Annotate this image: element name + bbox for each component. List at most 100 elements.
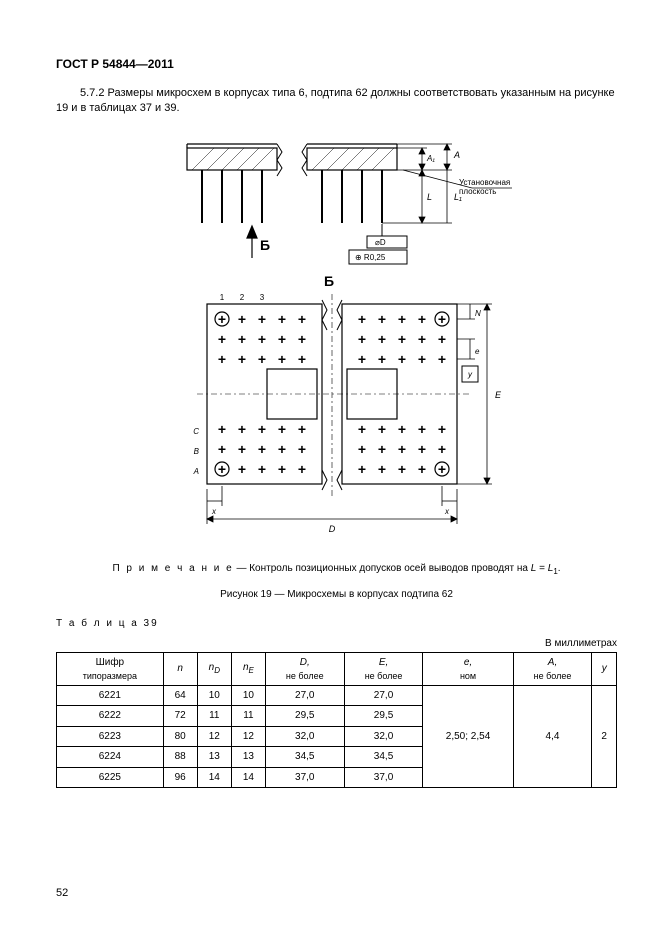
svg-text:+: + [237, 421, 245, 437]
cell: 27,0 [344, 685, 423, 706]
doc-header: ГОСТ Р 54844—2011 [56, 56, 617, 72]
note-body: — Контроль позиционных допусков осей выв… [234, 563, 531, 574]
page-number: 52 [56, 886, 68, 901]
svg-text:+: + [377, 461, 385, 477]
row-b: B [193, 447, 199, 456]
svg-text:+: + [377, 351, 385, 367]
svg-text:+: + [357, 331, 365, 347]
cell: 6223 [57, 726, 164, 747]
svg-text:+: + [257, 421, 265, 437]
svg-text:+: + [257, 441, 265, 457]
svg-text:+: + [377, 441, 385, 457]
cell: 14 [231, 767, 265, 788]
cell-y: 2 [592, 685, 617, 788]
dim-x-left: x [211, 507, 217, 516]
col-a-sub: не более [518, 670, 588, 682]
col-ne: nE [231, 653, 265, 686]
svg-text:+: + [437, 331, 445, 347]
svg-text:+: + [357, 441, 365, 457]
svg-text:+: + [417, 421, 425, 437]
col-e-main: E, [379, 657, 388, 668]
table-header-row: Шифр типоразмера n nD nE D, не более E, … [57, 653, 617, 686]
svg-text:+: + [217, 351, 225, 367]
svg-text:+: + [297, 351, 305, 367]
clause-paragraph: 5.7.2 Размеры микросхем в корпусах типа … [56, 86, 617, 116]
cell: 6222 [57, 706, 164, 727]
tol-r: ⊕ R0,25 [355, 253, 386, 262]
cell: 6225 [57, 767, 164, 788]
table-units: В миллиметрах [56, 637, 617, 651]
dim-e-big: E [495, 390, 502, 400]
dim-n-small: N [475, 309, 481, 318]
cell: 13 [197, 747, 231, 768]
svg-text:+: + [237, 351, 245, 367]
dimension-table: Шифр типоразмера n nD nE D, не более E, … [56, 652, 617, 788]
cell: 12 [231, 726, 265, 747]
dim-a: A [453, 150, 460, 160]
svg-text:+: + [397, 441, 405, 457]
cell: 34,5 [344, 747, 423, 768]
col-ne-sub: E [249, 666, 254, 675]
dim-l: L [427, 192, 432, 202]
cell: 64 [163, 685, 197, 706]
svg-text:+: + [217, 461, 225, 477]
svg-text:+: + [437, 311, 445, 327]
dim-y: y [467, 370, 473, 379]
note-prefix: П р и м е ч а н и е [112, 563, 233, 574]
svg-text:+: + [297, 421, 305, 437]
svg-text:+: + [297, 331, 305, 347]
svg-text:+: + [437, 351, 445, 367]
svg-text:+: + [257, 331, 265, 347]
svg-text:+: + [377, 331, 385, 347]
svg-text:+: + [217, 441, 225, 457]
svg-text:+: + [357, 421, 365, 437]
cell: 29,5 [344, 706, 423, 727]
svg-text:+: + [397, 461, 405, 477]
col-nd: nD [197, 653, 231, 686]
cell: 11 [197, 706, 231, 727]
svg-text:+: + [357, 461, 365, 477]
svg-text:+: + [437, 421, 445, 437]
cell-a-max: 4,4 [513, 685, 592, 788]
col-code-main: Шифр [96, 657, 125, 668]
col-e: E, не более [344, 653, 423, 686]
cell: 11 [231, 706, 265, 727]
cell: 32,0 [265, 726, 344, 747]
svg-text:+: + [377, 421, 385, 437]
col-code: Шифр типоразмера [57, 653, 164, 686]
svg-text:+: + [237, 461, 245, 477]
dim-e-small: e [475, 347, 480, 356]
figure-note: П р и м е ч а н и е — Контроль позиционн… [56, 562, 617, 578]
svg-text:+: + [417, 331, 425, 347]
pin-num-1: 1 [219, 293, 224, 302]
cell: 29,5 [265, 706, 344, 727]
row-a: A [192, 467, 198, 476]
figure-top: A A₁ L L₁ Установочная плоскость Б [56, 128, 617, 268]
svg-text:+: + [217, 331, 225, 347]
cell: 32,0 [344, 726, 423, 747]
col-a: A, не более [513, 653, 592, 686]
svg-text:+: + [277, 441, 285, 457]
svg-text:+: + [417, 461, 425, 477]
svg-text:+: + [277, 461, 285, 477]
col-e-nom: e, ном [423, 653, 513, 686]
cell-e-nom: 2,50; 2,54 [423, 685, 513, 788]
col-enom-main: e, [464, 657, 472, 668]
svg-text:+: + [217, 421, 225, 437]
col-d-main: D, [300, 657, 310, 668]
cell: 37,0 [344, 767, 423, 788]
svg-text:+: + [297, 441, 305, 457]
table-row: 6221 64 10 10 27,0 27,0 2,50; 2,54 4,4 2 [57, 685, 617, 706]
svg-text:+: + [297, 311, 305, 327]
col-nd-sub: D [214, 666, 220, 675]
col-enom-sub: ном [427, 670, 508, 682]
svg-text:+: + [357, 351, 365, 367]
svg-text:+: + [237, 441, 245, 457]
svg-text:+: + [397, 351, 405, 367]
svg-text:+: + [277, 311, 285, 327]
pin-num-3: 3 [259, 293, 264, 302]
cell: 6221 [57, 685, 164, 706]
col-a-main: A, [548, 657, 557, 668]
note-sub: 1 [553, 567, 557, 576]
svg-text:+: + [397, 311, 405, 327]
